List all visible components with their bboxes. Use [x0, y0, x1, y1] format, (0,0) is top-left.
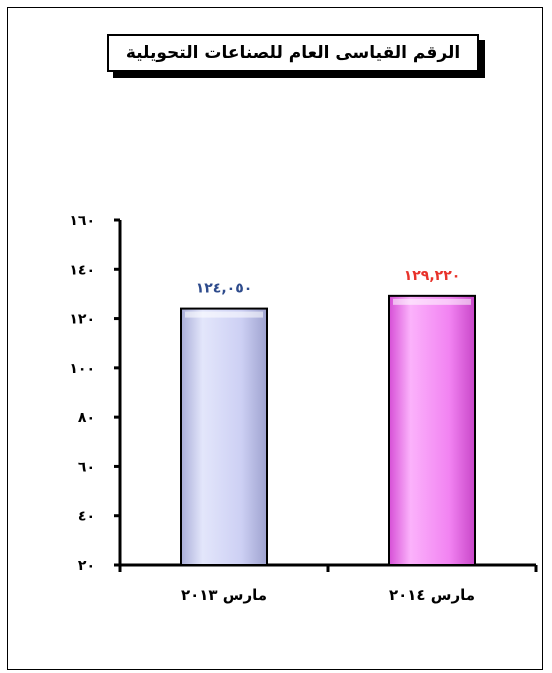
data-label: ١٢٤,٠٥٠: [196, 281, 253, 297]
bars-group: [180, 294, 476, 566]
labels-group: ٢٠ ٤٠ ٦٠ ٨٠ ١٠٠ ١٢٠ ١٤٠ ١٦٠ ١٢٤,٠٥٠ مارس ٢٠١٣ ١٢٩,…: [69, 213, 475, 604]
x-tick-label: مارس ٢٠١٣: [181, 586, 267, 604]
y-tick-label: ١٦٠: [69, 213, 95, 229]
y-tick-label: ٨٠: [78, 410, 95, 426]
y-tick-label: ٤٠: [78, 509, 95, 525]
bar-bevel: [185, 311, 263, 318]
y-tick-label: ٢٠: [78, 558, 95, 574]
y-tick-label: ١٠٠: [69, 361, 95, 377]
y-tick-label: ١٢٠: [69, 312, 95, 328]
data-label: ١٢٩,٢٢٠: [404, 268, 461, 284]
y-tick-label: ٦٠: [78, 459, 95, 475]
chart-title-box: الرقم القياسى العام للصناعات التحويلية: [107, 34, 479, 72]
bar-bevel: [393, 298, 471, 305]
bar: [388, 294, 476, 566]
y-tick-label: ١٤٠: [69, 262, 95, 278]
chart-title: الرقم القياسى العام للصناعات التحويلية: [125, 43, 461, 63]
bar: [180, 307, 268, 566]
x-tick-label: مارس ٢٠١٤: [389, 586, 475, 604]
